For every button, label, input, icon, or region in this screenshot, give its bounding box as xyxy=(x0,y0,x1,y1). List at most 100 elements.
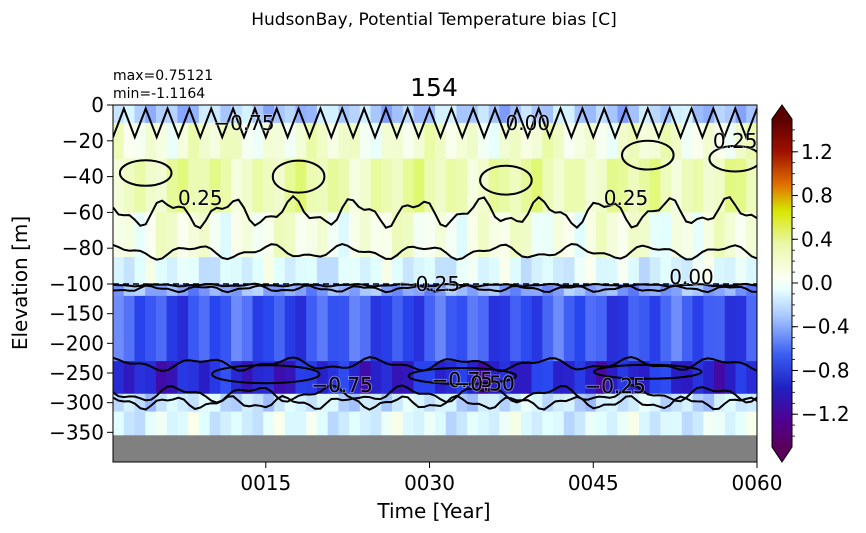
x-axis-label: Time [Year] xyxy=(376,499,490,523)
heatmap-cell xyxy=(714,295,726,362)
heatmap-cell xyxy=(585,105,597,124)
heatmap-cell xyxy=(456,158,468,213)
heatmap-cell xyxy=(671,212,683,258)
heatmap-cell xyxy=(724,361,737,395)
heatmap-cell xyxy=(338,393,350,413)
heatmap-cell xyxy=(671,257,683,285)
heatmap-cell xyxy=(134,393,146,413)
contour-label: 0.25 xyxy=(178,186,223,210)
heatmap-cell xyxy=(284,105,297,124)
heatmap-cell xyxy=(628,257,640,285)
heatmap-cell xyxy=(252,411,264,436)
heatmap-cell xyxy=(445,411,458,436)
heatmap-cell xyxy=(145,393,157,413)
heatmap-cell xyxy=(263,361,275,395)
heatmap-cell xyxy=(316,411,329,436)
heatmap-cell xyxy=(188,393,200,413)
x-tick-label: 0045 xyxy=(568,471,619,495)
heatmap-cell xyxy=(349,295,361,362)
heatmap-cell xyxy=(231,393,243,413)
heatmap-cell xyxy=(746,212,757,258)
heatmap-cell xyxy=(671,393,683,413)
heatmap-cell xyxy=(241,122,254,160)
heatmap-cell xyxy=(220,257,232,285)
heatmap-cell xyxy=(370,393,382,413)
heatmap-cell xyxy=(370,284,382,297)
heatmap-cell xyxy=(252,393,264,413)
y-tick-label: −150 xyxy=(49,302,104,326)
heatmap-cell xyxy=(220,122,232,160)
heatmap-cell xyxy=(209,257,221,285)
heatmap-cell xyxy=(198,212,211,258)
heatmap-cell xyxy=(241,411,254,436)
heatmap-cell xyxy=(563,158,576,213)
heatmap-cell xyxy=(209,212,221,258)
heatmap-cell xyxy=(553,393,565,413)
heatmap-cell xyxy=(520,284,533,297)
heatmap-cell xyxy=(467,257,479,285)
heatmap-cell xyxy=(306,295,318,362)
colorbar-tick-label: 1.2 xyxy=(801,140,833,164)
heatmap-cell xyxy=(467,284,479,297)
heatmap-cell xyxy=(735,295,747,362)
heatmap-cell xyxy=(681,122,694,160)
heatmap-cell xyxy=(231,158,243,213)
heatmap-cell xyxy=(338,295,350,362)
heatmap-cell xyxy=(231,122,243,160)
contour-label: −0.50 xyxy=(453,372,514,396)
heatmap-cell xyxy=(456,122,468,160)
heatmap-cell xyxy=(155,284,168,297)
x-tick-label: 0015 xyxy=(240,471,291,495)
heatmap-cell xyxy=(145,122,157,160)
heatmap-cell xyxy=(681,361,694,395)
heatmap-cell xyxy=(596,361,608,395)
heatmap-cell xyxy=(338,158,350,213)
heatmap-cell xyxy=(306,257,318,285)
heatmap-cell xyxy=(660,122,672,160)
heatmap-cell xyxy=(617,295,629,362)
heatmap-cell xyxy=(735,158,747,213)
heatmap-cell xyxy=(198,361,211,395)
heatmap-cell xyxy=(542,212,554,258)
heatmap-cell xyxy=(123,361,136,395)
heatmap-cell xyxy=(692,212,704,258)
heatmap-cell xyxy=(746,361,757,395)
heatmap-cell xyxy=(574,361,586,395)
heatmap-cell xyxy=(488,257,500,285)
heatmap-cell xyxy=(574,158,586,213)
heatmap-cell xyxy=(424,361,436,395)
heatmap-cell xyxy=(606,411,619,436)
heatmap-cell xyxy=(574,284,586,297)
heatmap-cell xyxy=(359,212,372,258)
heatmap-cell xyxy=(166,257,178,285)
heatmap-cell xyxy=(531,122,543,160)
heatmap-cell xyxy=(649,257,661,285)
contour-label: 0.25 xyxy=(713,129,758,153)
heatmap-cell xyxy=(467,122,479,160)
heatmap-cell xyxy=(735,105,747,124)
contour-labels: −0.75 0.00 0.25 0.25 0.25 0.00 −0.25 −0.75 −0.75… xyxy=(177,110,758,399)
heatmap-cell xyxy=(596,295,608,362)
contour-label: −0.75 xyxy=(213,111,274,135)
heatmap-cell xyxy=(563,411,576,436)
heatmap-cell xyxy=(134,361,146,395)
heatmap-cell xyxy=(392,212,404,258)
heatmap-cell xyxy=(456,411,468,436)
heatmap-cell xyxy=(542,257,554,285)
heatmap-cell xyxy=(145,105,157,124)
heatmap-cell xyxy=(402,295,415,362)
heatmap-cell xyxy=(638,411,651,436)
heatmap-cell xyxy=(531,393,543,413)
heatmap-cell xyxy=(241,257,254,285)
heatmap-cell xyxy=(574,122,586,160)
heatmap-cell xyxy=(113,122,125,160)
heatmap-cell xyxy=(241,212,254,258)
heatmap-cell xyxy=(735,393,747,413)
heatmap-cell xyxy=(606,393,619,413)
heatmap-cell xyxy=(113,212,125,258)
heatmap-cell xyxy=(241,105,254,124)
heatmap-cell xyxy=(316,122,329,160)
heatmap-cell xyxy=(327,122,339,160)
heatmap-cell xyxy=(467,295,479,362)
heatmap-cell xyxy=(424,158,436,213)
